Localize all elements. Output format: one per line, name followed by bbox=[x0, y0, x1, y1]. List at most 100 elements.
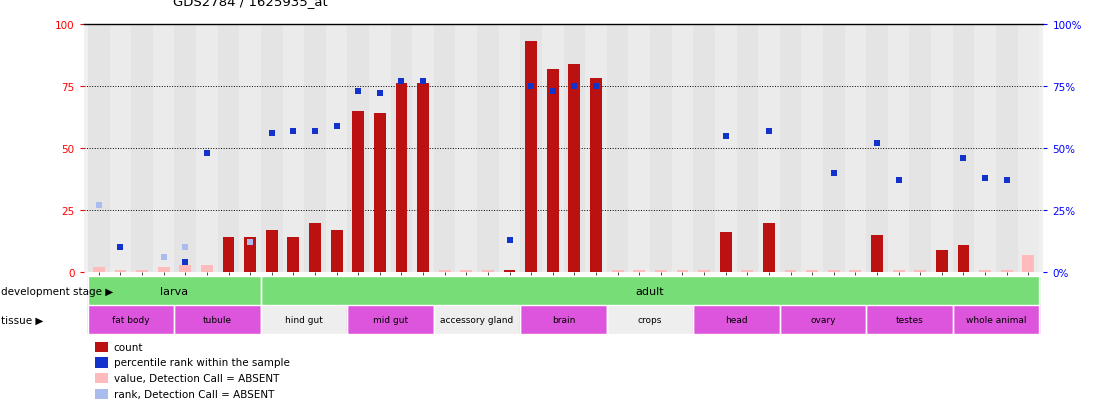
Bar bbox=[931, 25, 953, 273]
Bar bbox=[699, 270, 710, 273]
Bar bbox=[180, 265, 191, 273]
Bar bbox=[526, 42, 537, 273]
Bar bbox=[914, 270, 926, 273]
Text: mid gut: mid gut bbox=[373, 316, 408, 325]
Bar bbox=[88, 25, 109, 273]
Bar bbox=[239, 25, 261, 273]
Bar bbox=[628, 25, 650, 273]
Text: percentile rank within the sample: percentile rank within the sample bbox=[114, 358, 290, 368]
Bar bbox=[391, 25, 412, 273]
Bar bbox=[174, 25, 196, 273]
Bar bbox=[201, 265, 213, 273]
Bar bbox=[434, 25, 455, 273]
FancyBboxPatch shape bbox=[520, 306, 607, 335]
Bar bbox=[439, 270, 451, 273]
Bar bbox=[369, 25, 391, 273]
Bar bbox=[261, 25, 282, 273]
Text: tubule: tubule bbox=[203, 316, 232, 325]
FancyBboxPatch shape bbox=[261, 277, 1039, 306]
Bar bbox=[353, 112, 364, 273]
Bar bbox=[801, 25, 822, 273]
Bar bbox=[347, 25, 369, 273]
Bar bbox=[417, 84, 429, 273]
Bar bbox=[910, 25, 931, 273]
Text: rank, Detection Call = ABSENT: rank, Detection Call = ABSENT bbox=[114, 389, 275, 399]
Text: larva: larva bbox=[161, 286, 189, 296]
Text: testes: testes bbox=[895, 316, 923, 325]
Text: development stage ▶: development stage ▶ bbox=[1, 286, 114, 296]
Bar bbox=[547, 69, 559, 273]
Bar bbox=[326, 25, 347, 273]
Bar bbox=[1001, 270, 1012, 273]
Bar bbox=[1022, 255, 1035, 273]
Bar bbox=[1018, 25, 1039, 273]
Bar bbox=[741, 270, 753, 273]
FancyBboxPatch shape bbox=[174, 306, 261, 335]
Bar bbox=[936, 250, 947, 273]
FancyBboxPatch shape bbox=[261, 306, 347, 335]
Text: crops: crops bbox=[638, 316, 662, 325]
Bar bbox=[974, 25, 995, 273]
Bar bbox=[737, 25, 758, 273]
Bar bbox=[499, 25, 520, 273]
Text: value, Detection Call = ABSENT: value, Detection Call = ABSENT bbox=[114, 373, 279, 383]
Text: hind gut: hind gut bbox=[286, 316, 324, 325]
Text: accessory gland: accessory gland bbox=[441, 316, 513, 325]
Bar bbox=[866, 25, 888, 273]
Text: fat body: fat body bbox=[113, 316, 150, 325]
Bar bbox=[157, 268, 170, 273]
Bar bbox=[478, 25, 499, 273]
Bar bbox=[872, 235, 883, 273]
Bar bbox=[590, 79, 602, 273]
FancyBboxPatch shape bbox=[607, 306, 693, 335]
Bar bbox=[461, 270, 472, 273]
Bar bbox=[693, 25, 715, 273]
Bar bbox=[542, 25, 564, 273]
Bar bbox=[672, 25, 693, 273]
Bar bbox=[282, 25, 305, 273]
Bar bbox=[650, 25, 672, 273]
Bar bbox=[607, 25, 628, 273]
FancyBboxPatch shape bbox=[953, 306, 1039, 335]
Bar bbox=[822, 25, 845, 273]
Bar bbox=[196, 25, 218, 273]
Bar bbox=[374, 114, 386, 273]
Bar bbox=[309, 223, 321, 273]
Bar bbox=[633, 270, 645, 273]
Bar bbox=[763, 223, 775, 273]
Bar bbox=[136, 270, 148, 273]
Text: whole animal: whole animal bbox=[965, 316, 1026, 325]
Text: head: head bbox=[725, 316, 748, 325]
Bar bbox=[115, 270, 126, 273]
Bar bbox=[330, 230, 343, 273]
Bar bbox=[503, 270, 516, 273]
Text: adult: adult bbox=[636, 286, 664, 296]
Bar bbox=[849, 270, 862, 273]
Text: count: count bbox=[114, 342, 143, 352]
Bar bbox=[93, 268, 105, 273]
Text: brain: brain bbox=[552, 316, 575, 325]
Bar bbox=[222, 238, 234, 273]
FancyBboxPatch shape bbox=[693, 306, 780, 335]
Bar bbox=[806, 270, 818, 273]
Bar bbox=[758, 25, 780, 273]
Bar bbox=[828, 270, 839, 273]
Bar bbox=[888, 25, 910, 273]
Text: tissue ▶: tissue ▶ bbox=[1, 315, 44, 325]
Bar bbox=[893, 270, 905, 273]
FancyBboxPatch shape bbox=[866, 306, 953, 335]
Bar bbox=[305, 25, 326, 273]
Bar bbox=[218, 25, 239, 273]
FancyBboxPatch shape bbox=[347, 306, 434, 335]
Bar bbox=[780, 25, 801, 273]
Bar bbox=[845, 25, 866, 273]
FancyBboxPatch shape bbox=[434, 306, 520, 335]
Bar bbox=[455, 25, 478, 273]
Bar bbox=[482, 270, 494, 273]
Bar bbox=[676, 270, 689, 273]
Bar bbox=[564, 25, 585, 273]
Bar bbox=[109, 25, 132, 273]
Bar bbox=[995, 25, 1018, 273]
Bar bbox=[953, 25, 974, 273]
Bar bbox=[612, 270, 624, 273]
